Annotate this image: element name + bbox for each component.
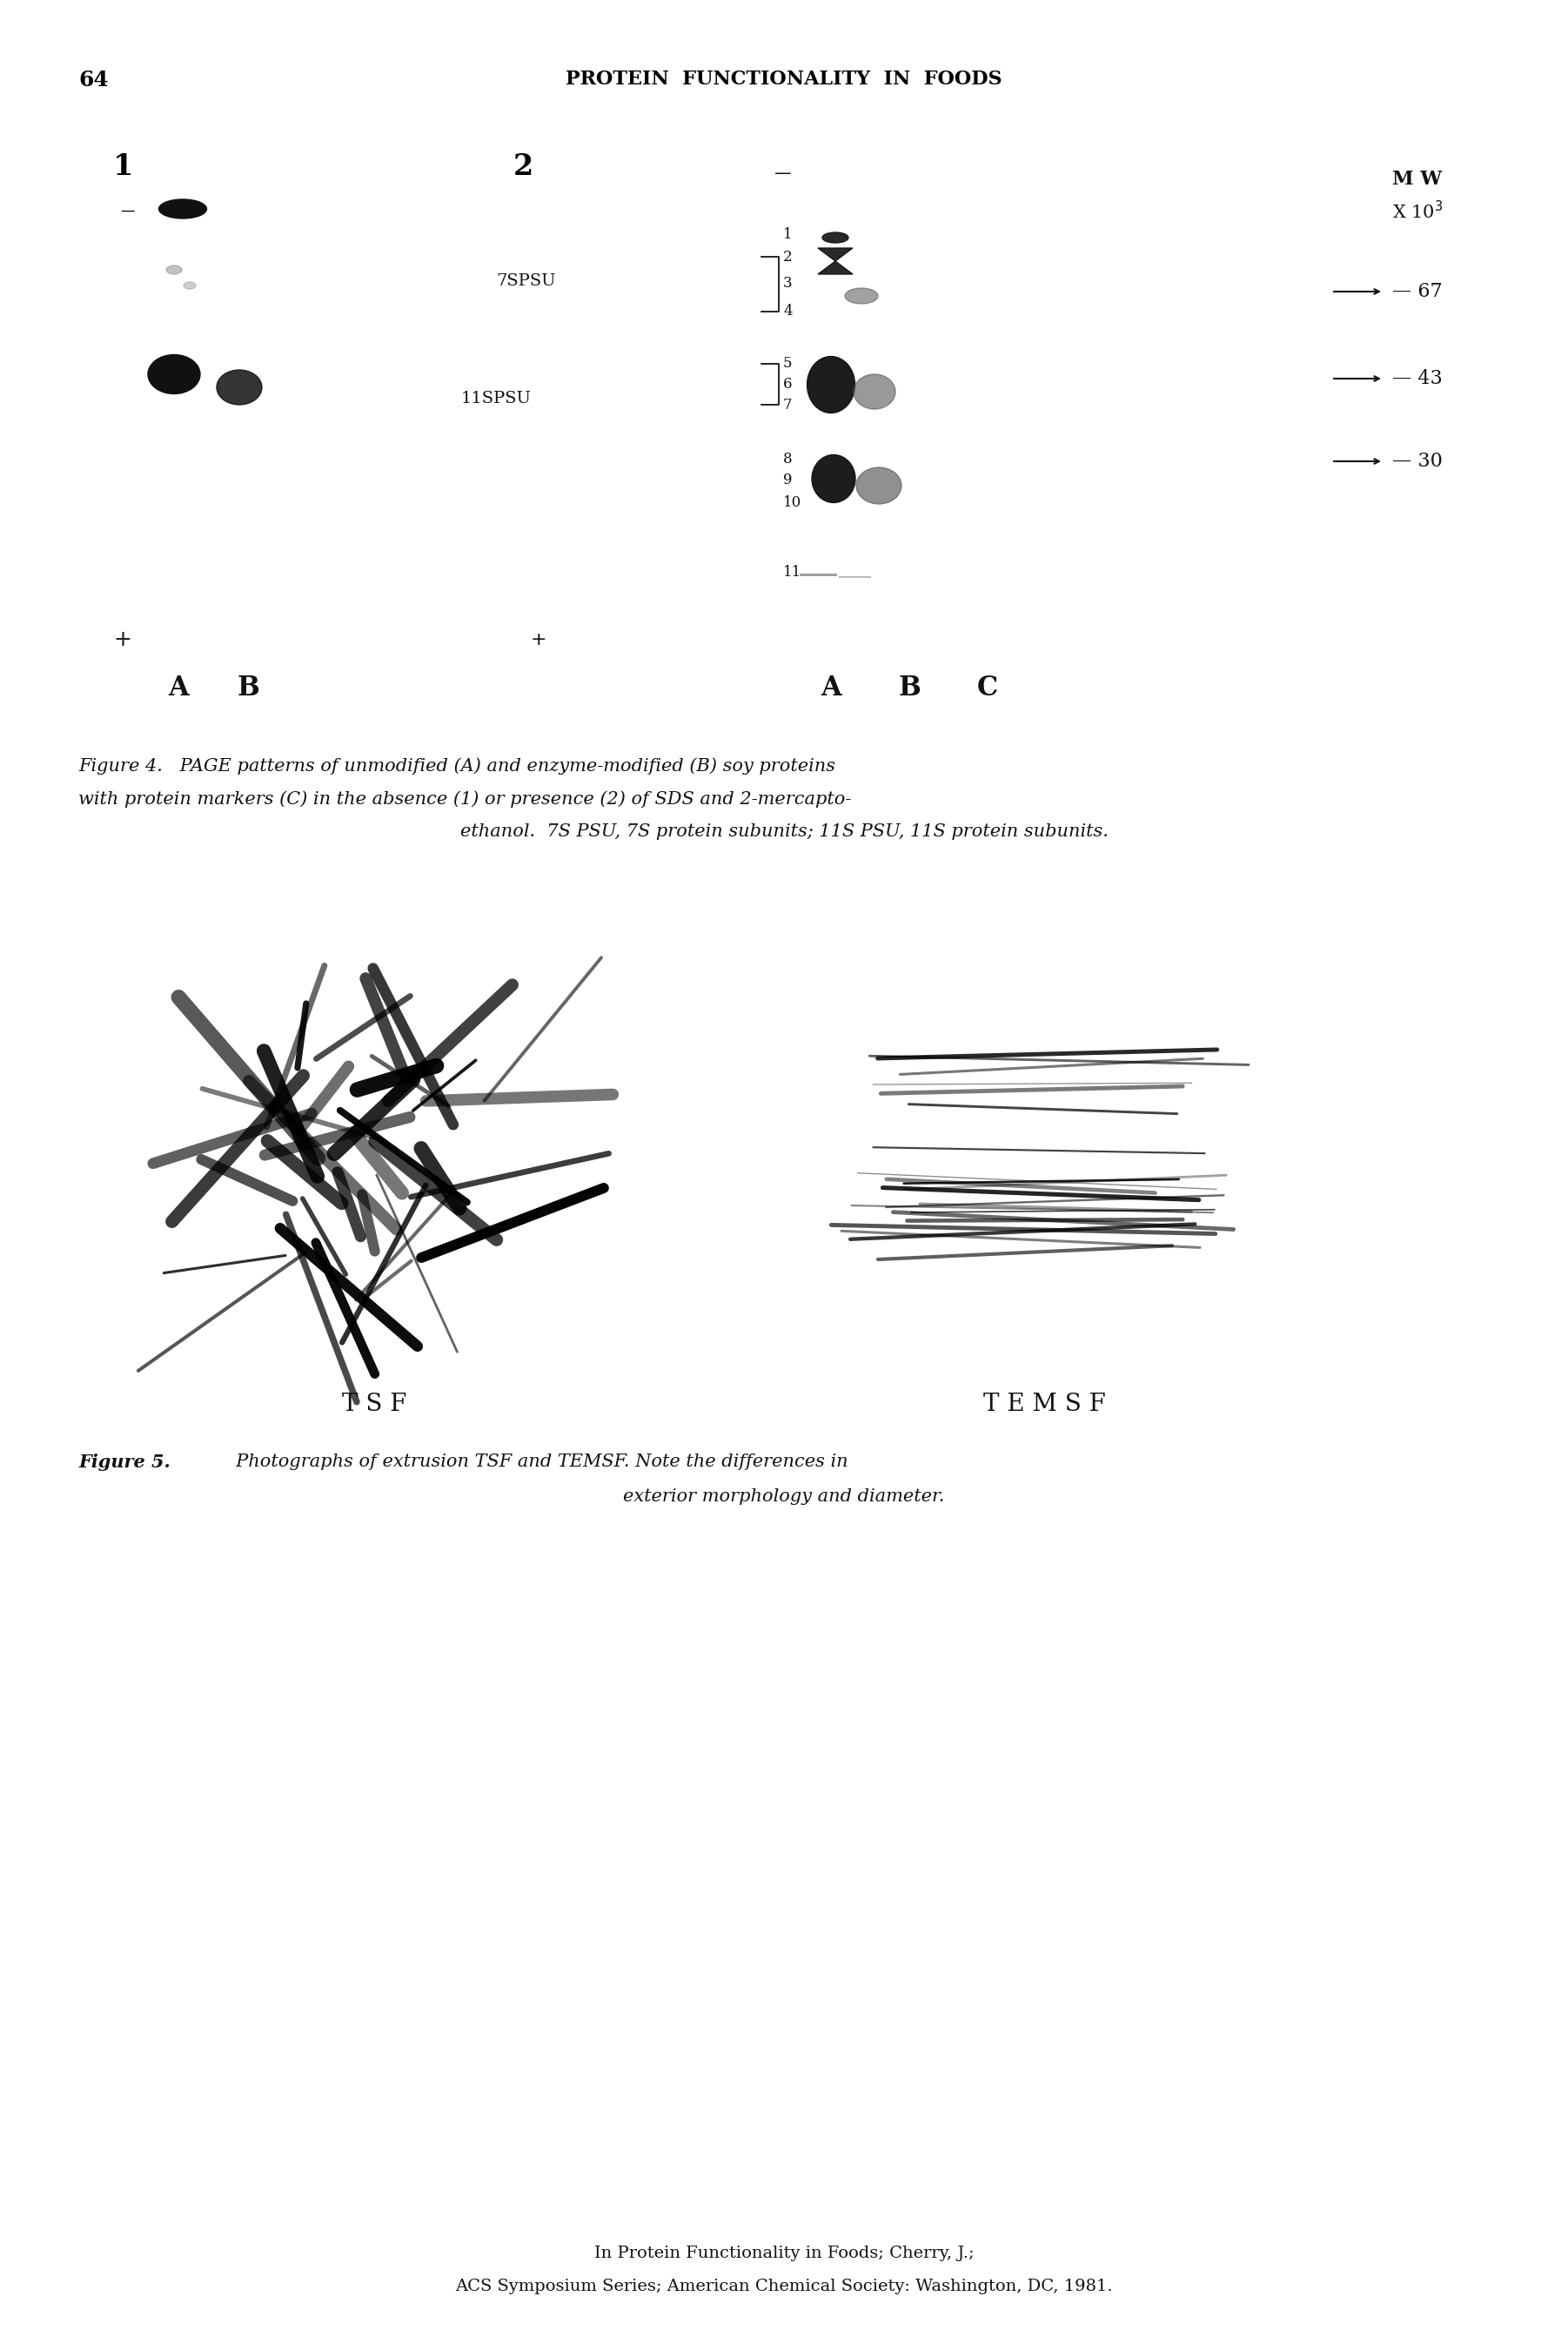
Text: — 43: — 43 (1392, 369, 1443, 388)
Text: +: + (532, 632, 547, 649)
Text: M W: M W (1392, 169, 1443, 188)
Text: +: + (113, 630, 132, 651)
Text: ethanol.  7S PSU, 7S protein subunits; 11S PSU, 11S protein subunits.: ethanol. 7S PSU, 7S protein subunits; 11… (459, 822, 1109, 839)
Ellipse shape (812, 456, 856, 503)
Text: Figure 4.   PAGE patterns of unmodified (A) and enzyme-modified (B) soy proteins: Figure 4. PAGE patterns of unmodified (A… (78, 757, 836, 776)
Text: 11SPSU: 11SPSU (461, 390, 532, 407)
Text: Figure 5.: Figure 5. (78, 1455, 171, 1471)
Text: 7SPSU: 7SPSU (495, 273, 555, 289)
Text: — 67: — 67 (1392, 282, 1443, 301)
Text: 2: 2 (513, 153, 533, 181)
Polygon shape (818, 249, 853, 275)
Text: 1: 1 (782, 228, 792, 242)
Text: — 30: — 30 (1392, 451, 1443, 470)
Text: T E M S F: T E M S F (983, 1394, 1105, 1417)
Ellipse shape (147, 355, 201, 395)
Text: C: C (977, 674, 999, 703)
Text: 2: 2 (782, 249, 792, 263)
Text: 3: 3 (782, 275, 792, 291)
Text: 5: 5 (782, 357, 792, 371)
Text: A: A (168, 674, 188, 703)
Text: A: A (820, 674, 842, 703)
Text: 10: 10 (782, 496, 801, 510)
Text: B: B (898, 674, 920, 703)
Text: ACS Symposium Series; American Chemical Society: Washington, DC, 1981.: ACS Symposium Series; American Chemical … (455, 2280, 1113, 2294)
Text: B: B (237, 674, 259, 703)
Text: 6: 6 (782, 378, 792, 392)
Ellipse shape (822, 233, 848, 242)
Ellipse shape (216, 369, 262, 404)
Ellipse shape (166, 266, 182, 275)
Ellipse shape (158, 200, 207, 219)
Ellipse shape (808, 357, 855, 414)
Text: 4: 4 (782, 303, 792, 320)
Ellipse shape (183, 282, 196, 289)
Ellipse shape (853, 374, 895, 409)
Text: —: — (775, 167, 792, 183)
Text: PROTEIN  FUNCTIONALITY  IN  FOODS: PROTEIN FUNCTIONALITY IN FOODS (566, 70, 1002, 89)
Text: 9: 9 (782, 472, 792, 489)
Text: —: — (121, 202, 135, 219)
Text: In Protein Functionality in Foods; Cherry, J.;: In Protein Functionality in Foods; Cherr… (594, 2247, 974, 2261)
Text: 64: 64 (78, 70, 108, 92)
Text: 1: 1 (113, 153, 133, 181)
Text: 7: 7 (782, 397, 792, 411)
Text: T S F: T S F (342, 1394, 406, 1417)
Text: Photographs of extrusion TSF and TEMSF. Note the differences in: Photographs of extrusion TSF and TEMSF. … (224, 1455, 848, 1471)
Text: 8: 8 (782, 451, 792, 468)
Text: X 10$^3$: X 10$^3$ (1392, 200, 1443, 223)
Ellipse shape (845, 289, 878, 303)
Text: 11: 11 (782, 566, 801, 580)
Ellipse shape (856, 468, 902, 503)
Text: with protein markers (C) in the absence (1) or presence (2) of SDS and 2-mercapt: with protein markers (C) in the absence … (78, 790, 851, 808)
Text: exterior morphology and diameter.: exterior morphology and diameter. (624, 1488, 944, 1504)
